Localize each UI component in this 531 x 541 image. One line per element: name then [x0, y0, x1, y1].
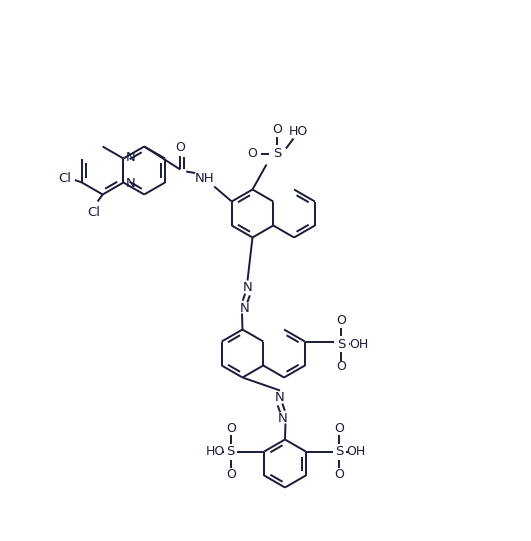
Text: O: O — [336, 314, 346, 327]
Text: N: N — [275, 391, 285, 404]
Text: Cl: Cl — [58, 172, 71, 185]
Text: O: O — [226, 468, 236, 481]
Text: O: O — [335, 422, 344, 435]
Text: S: S — [337, 338, 345, 351]
Text: O: O — [272, 123, 282, 136]
Text: O: O — [336, 360, 346, 373]
Text: S: S — [227, 445, 235, 458]
Text: N: N — [240, 302, 250, 315]
Text: S: S — [273, 147, 281, 160]
Text: N: N — [126, 151, 136, 164]
Text: HO: HO — [205, 445, 225, 458]
Text: O: O — [226, 422, 236, 435]
Text: N: N — [126, 177, 136, 190]
Text: N: N — [278, 412, 287, 425]
Text: HO: HO — [289, 125, 308, 138]
Text: S: S — [335, 445, 344, 458]
Text: O: O — [247, 147, 258, 160]
Text: N: N — [243, 281, 252, 294]
Text: OH: OH — [349, 338, 369, 351]
Text: NH: NH — [194, 173, 214, 186]
Text: O: O — [175, 141, 185, 154]
Text: O: O — [335, 468, 344, 481]
Text: OH: OH — [346, 445, 365, 458]
Text: Cl: Cl — [87, 206, 100, 219]
